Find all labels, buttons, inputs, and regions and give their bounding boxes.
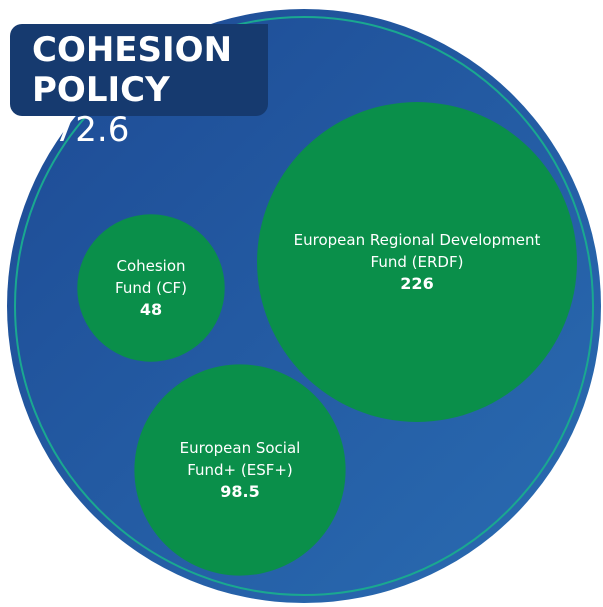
category-label: Cohesion Fund (CF) [115, 257, 187, 297]
outer-ring [14, 16, 594, 596]
value-label: 226 [400, 274, 434, 293]
bubble-label: Cohesion Fund (CF) 48 [104, 255, 199, 321]
total: 372.6 [32, 110, 130, 150]
bubble [77, 214, 225, 362]
title-box: COHESION POLICY 372.6 [10, 24, 268, 150]
chart-title: COHESION POLICY [32, 30, 233, 110]
bubble [257, 102, 577, 422]
value-label: 48 [139, 300, 163, 319]
bubble-label: European Social Fund+ (ESF+) 98.5 [165, 437, 315, 503]
category-label: European Regional Development Fund (ERDF… [293, 231, 541, 271]
bubble-label: European Regional Development Fund (ERDF… [275, 229, 560, 295]
bubble [134, 364, 346, 576]
category-label: European Social Fund+ (ESF+) [179, 439, 301, 479]
value-label: 98.5 [220, 482, 260, 501]
